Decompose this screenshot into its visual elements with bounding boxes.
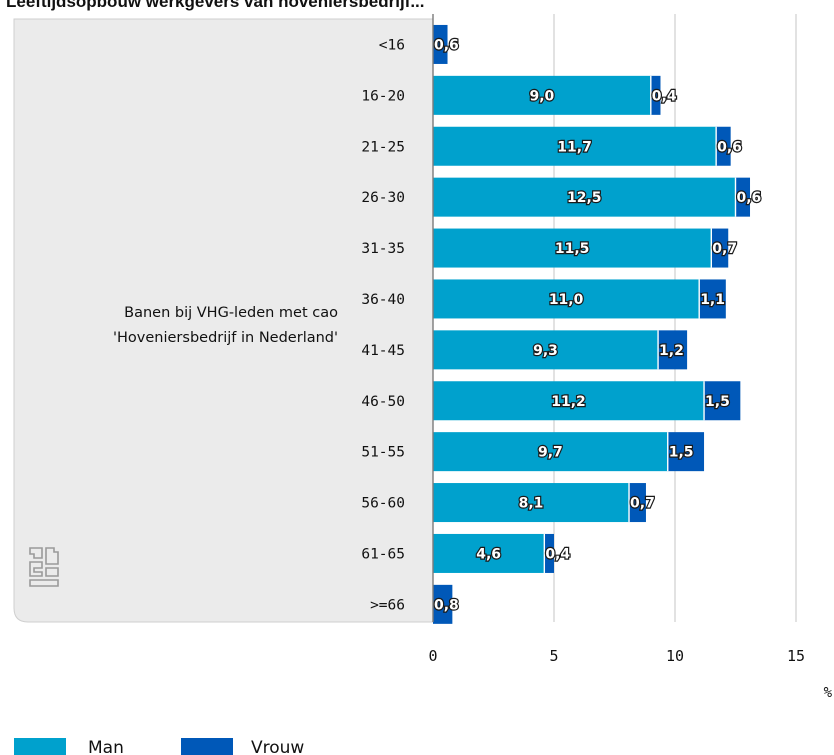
bar-man <box>433 228 712 268</box>
category-label: 56-60 <box>361 496 405 512</box>
legend-label: Man <box>88 738 124 755</box>
bar-man <box>433 75 651 115</box>
chart-title: Leeftijdsopbouw werkgevers van hoveniers… <box>0 0 834 12</box>
bar-man <box>433 381 705 421</box>
category-label: 51-55 <box>361 445 405 461</box>
data-label-man: 9,3 <box>533 343 558 359</box>
bar-vrouw <box>716 126 731 166</box>
cbs-logo-icon <box>29 547 59 587</box>
bar-man <box>433 483 630 523</box>
category-label: 41-45 <box>361 343 405 359</box>
x-tick-label: 0 <box>428 647 437 665</box>
data-label-vrouw: 0,6 <box>434 37 459 53</box>
bar-man <box>433 177 736 217</box>
legend-swatch <box>181 738 233 755</box>
data-label-vrouw: 1,5 <box>705 394 730 410</box>
category-label: <16 <box>379 37 405 53</box>
data-label-man: 9,7 <box>538 445 563 461</box>
bar-vrouw <box>544 533 554 573</box>
data-label-vrouw: 0,7 <box>712 241 737 257</box>
data-label-vrouw: 1,1 <box>700 292 725 308</box>
x-tick-label: 10 <box>666 647 684 665</box>
category-label: 16-20 <box>361 88 405 104</box>
category-label: 36-40 <box>361 292 405 308</box>
bar-vrouw <box>699 279 726 319</box>
bar-man <box>433 279 700 319</box>
bar-man <box>433 330 659 370</box>
category-label: >=66 <box>370 597 405 613</box>
bar-vrouw <box>650 75 661 115</box>
data-label-vrouw: 0,8 <box>434 597 459 613</box>
bar-vrouw <box>711 228 729 268</box>
category-label: 46-50 <box>361 394 405 410</box>
data-label-vrouw: 0,6 <box>717 139 742 155</box>
category-label: 26-30 <box>361 190 405 206</box>
data-label-man: 11,5 <box>555 241 590 257</box>
bar-man <box>433 533 545 573</box>
x-tick-label: 15 <box>787 647 805 665</box>
x-unit-label: % <box>824 685 833 701</box>
bar-vrouw <box>629 483 646 523</box>
data-label-man: 9,0 <box>529 88 554 104</box>
cbs-logo-shape <box>29 547 59 587</box>
data-label-man: 12,5 <box>567 190 602 206</box>
data-label-man: 11,2 <box>551 394 586 410</box>
legend-label: Vrouw <box>251 738 304 755</box>
bar-man <box>433 126 717 166</box>
category-label: 21-25 <box>361 139 405 155</box>
data-label-man: 8,1 <box>519 496 544 512</box>
category-label: 31-35 <box>361 241 405 257</box>
bar-vrouw <box>667 432 705 472</box>
data-label-vrouw: 0,4 <box>652 88 677 104</box>
bar-man <box>433 432 668 472</box>
bar-vrouw <box>433 24 448 64</box>
data-label-man: 4,6 <box>476 546 501 562</box>
bar-vrouw <box>433 584 453 624</box>
data-label-man: 11,7 <box>557 139 592 155</box>
data-label-vrouw: 1,2 <box>659 343 684 359</box>
data-label-vrouw: 0,7 <box>630 496 655 512</box>
chart-panel-background <box>13 18 434 623</box>
legend-swatch <box>14 738 66 755</box>
chart-title-text: Leeftijdsopbouw werkgevers van hoveniers… <box>6 0 425 11</box>
x-tick-label: 5 <box>549 647 558 665</box>
category-label: 61-65 <box>361 546 405 562</box>
data-label-vrouw: 1,5 <box>669 445 694 461</box>
data-label-vrouw: 0,6 <box>737 190 762 206</box>
bar-vrouw <box>735 177 751 217</box>
group-label-line: Banen bij VHG-leden met cao <box>124 305 338 321</box>
data-label-vrouw: 0,4 <box>545 546 570 562</box>
group-label-line: 'Hoveniersbedrijf in Nederland' <box>113 330 338 346</box>
bar-vrouw <box>704 381 741 421</box>
bar-vrouw <box>658 330 688 370</box>
data-label-man: 11,0 <box>549 292 584 308</box>
